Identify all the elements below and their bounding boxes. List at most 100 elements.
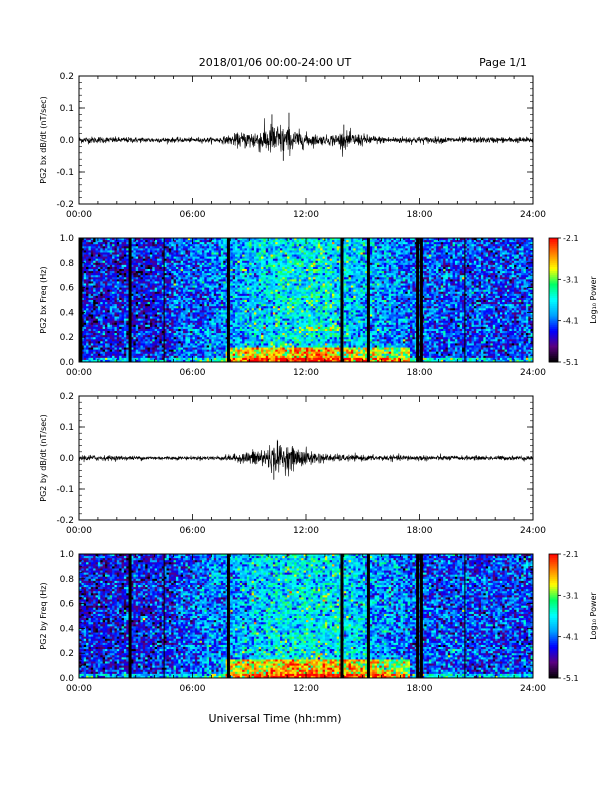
spectrogram-cell: [145, 291, 148, 295]
spectrogram-cell: [147, 337, 151, 340]
spectrogram-cell: [154, 343, 158, 346]
spectrogram-cell: [93, 240, 96, 243]
spectrogram-cell: [140, 244, 144, 247]
spectrogram-cell: [97, 333, 101, 336]
spectrogram-cell: [102, 359, 106, 363]
spectrogram-cell: [105, 351, 108, 355]
spectrogram-cell: [142, 273, 146, 276]
spectrogram-cell: [140, 341, 144, 344]
spectrogram-cell: [145, 260, 148, 264]
spectrogram-cell: [152, 300, 156, 303]
spectrogram-cell: [147, 295, 151, 299]
spectrogram-cell: [140, 254, 144, 257]
spectrogram-cell: [154, 295, 158, 299]
spectrogram-cell: [145, 314, 148, 317]
spectrogram-cell: [133, 269, 137, 272]
spectrogram-cell: [83, 302, 87, 305]
spectrogram-cell: [152, 347, 156, 350]
spectrogram-cell: [88, 347, 92, 350]
spectrogram-cell: [140, 271, 144, 274]
spectrogram-cell: [102, 310, 106, 313]
spectrogram-cell: [123, 314, 127, 317]
spectrogram-cell: [147, 242, 151, 245]
spectrogram-cell: [83, 277, 87, 280]
spectrogram-cell: [97, 320, 101, 324]
spectrogram-cell: [100, 289, 104, 293]
spectrogram-cell: [154, 264, 158, 268]
spectrogram-cell: [95, 289, 99, 293]
spectrogram-cell: [131, 293, 134, 297]
spectrogram-cell: [121, 316, 125, 319]
spectrogram-cell: [126, 320, 130, 324]
spectrogram-cell: [88, 287, 92, 291]
spectrogram-cell: [123, 345, 127, 348]
spectrogram-cell: [105, 266, 108, 270]
spectrogram-cell: [154, 333, 158, 336]
spectrogram-cell: [88, 279, 92, 282]
spectrogram-cell: [147, 258, 151, 262]
spectrogram-cell: [159, 308, 163, 311]
spectrogram-cell: [142, 333, 146, 336]
spectrogram-cell: [109, 248, 113, 251]
spectrogram-cell: [109, 343, 113, 346]
spectrogram-cell: [109, 337, 113, 340]
spectrogram-cell: [83, 244, 87, 247]
spectrogram-cell: [100, 244, 104, 247]
spectrogram-cell: [116, 318, 120, 322]
spectrogram-cell: [109, 264, 113, 268]
spectrogram-cell: [149, 293, 153, 297]
spectrogram-cell: [97, 297, 101, 301]
spectrogram-cell: [145, 300, 148, 303]
spectrogram-cell: [95, 316, 99, 319]
spectrogram-cell: [123, 269, 127, 272]
spectrogram-cell: [133, 264, 137, 268]
spectrogram-cell: [147, 289, 151, 293]
spectrogram-cell: [116, 297, 120, 301]
spectrogram-cell: [123, 343, 127, 346]
spectrogram-cell: [131, 281, 134, 284]
spectrogram-cell: [138, 316, 141, 319]
spectrogram-cell: [97, 326, 101, 330]
spectrogram-cell: [107, 312, 111, 315]
spectrogram-cell: [105, 289, 108, 293]
spectrogram-cell: [93, 238, 96, 241]
spectrogram-cell: [86, 328, 89, 332]
spectrogram-cell: [102, 304, 106, 307]
spectrogram-cell: [90, 300, 94, 303]
spectrogram-cell: [97, 343, 101, 346]
spectrogram-cell: [145, 353, 148, 357]
spectrogram-cell: [157, 262, 160, 266]
spectrogram-cell: [88, 324, 92, 328]
spectrogram-cell: [105, 320, 108, 324]
spectrogram-cell: [131, 345, 134, 348]
spectrogram-cell: [119, 264, 122, 268]
spectrogram-cell: [112, 331, 115, 334]
spectrogram-cell: [142, 281, 146, 284]
spectrogram-cell: [154, 308, 158, 311]
spectrogram-cell: [126, 271, 130, 274]
spectrogram-cell: [142, 285, 146, 288]
spectrogram-cell: [140, 283, 144, 286]
spectrogram-cell: [133, 291, 137, 295]
spectrogram-cell: [119, 271, 122, 274]
spectrogram-cell: [131, 312, 134, 315]
spectrogram-cell: [93, 244, 96, 247]
spectrogram-cell: [107, 308, 111, 311]
spectrogram-cell: [159, 285, 163, 288]
spectrogram-cell: [131, 318, 134, 322]
spectrogram-cell: [100, 335, 104, 338]
spectrogram-cell: [112, 343, 115, 346]
spectrogram-cell: [126, 269, 130, 272]
spectrogram-cell: [97, 291, 101, 295]
spectrogram-cell: [114, 300, 118, 303]
spectrogram-cell: [135, 242, 139, 245]
spectrogram-cell: [119, 244, 122, 247]
spectrogram-cell: [116, 347, 120, 350]
spectrogram-cell: [88, 289, 92, 293]
spectrogram-cell: [100, 252, 104, 255]
spectrogram-cell: [131, 328, 134, 332]
spectrogram-cell: [112, 337, 115, 340]
spectrogram-cell: [119, 283, 122, 286]
spectrogram-cell: [147, 310, 151, 313]
spectrogram-cell: [100, 343, 104, 346]
